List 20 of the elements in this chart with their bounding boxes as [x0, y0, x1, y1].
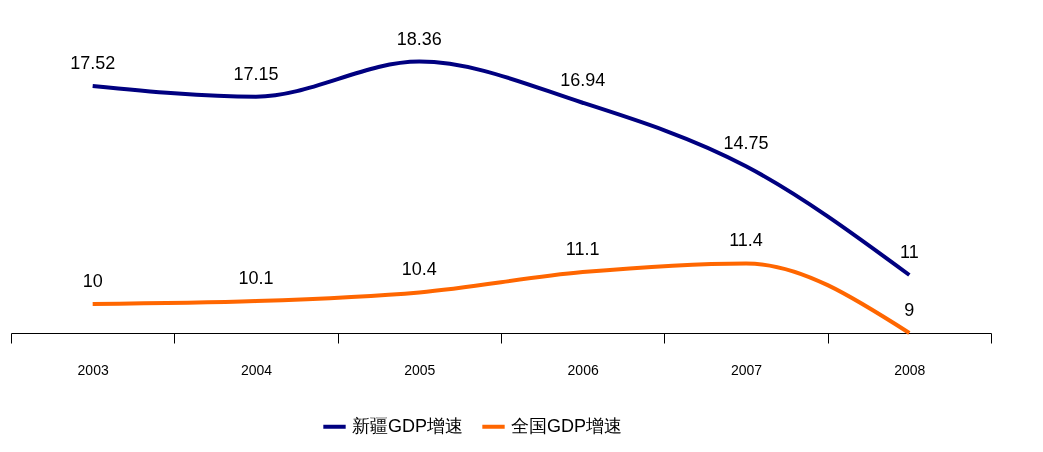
- data-label: 11.1: [565, 239, 600, 260]
- x-tick-label: 2003: [77, 361, 109, 378]
- x-tick-label: 2005: [404, 361, 436, 378]
- x-tick-label: 2006: [567, 361, 599, 378]
- data-label: 10: [82, 271, 103, 291]
- data-label: 18.36: [396, 28, 442, 49]
- x-tick-label: 2007: [730, 361, 763, 378]
- x-tick-label: 2008: [894, 361, 926, 378]
- data-label: 11: [899, 242, 919, 262]
- legend-label: 全国GDP增速: [511, 415, 623, 436]
- data-label: 14.75: [723, 133, 769, 154]
- data-label: 9: [904, 300, 915, 320]
- x-tick-label: 2004: [240, 361, 273, 378]
- data-label: 17.15: [233, 63, 279, 84]
- data-label: 11.4: [729, 230, 763, 251]
- data-label: 10.4: [401, 259, 437, 280]
- legend-label: 新疆GDP增速: [352, 415, 464, 436]
- data-label: 17.52: [70, 52, 116, 73]
- data-label: 16.94: [560, 69, 606, 90]
- data-label: 10.1: [238, 268, 274, 289]
